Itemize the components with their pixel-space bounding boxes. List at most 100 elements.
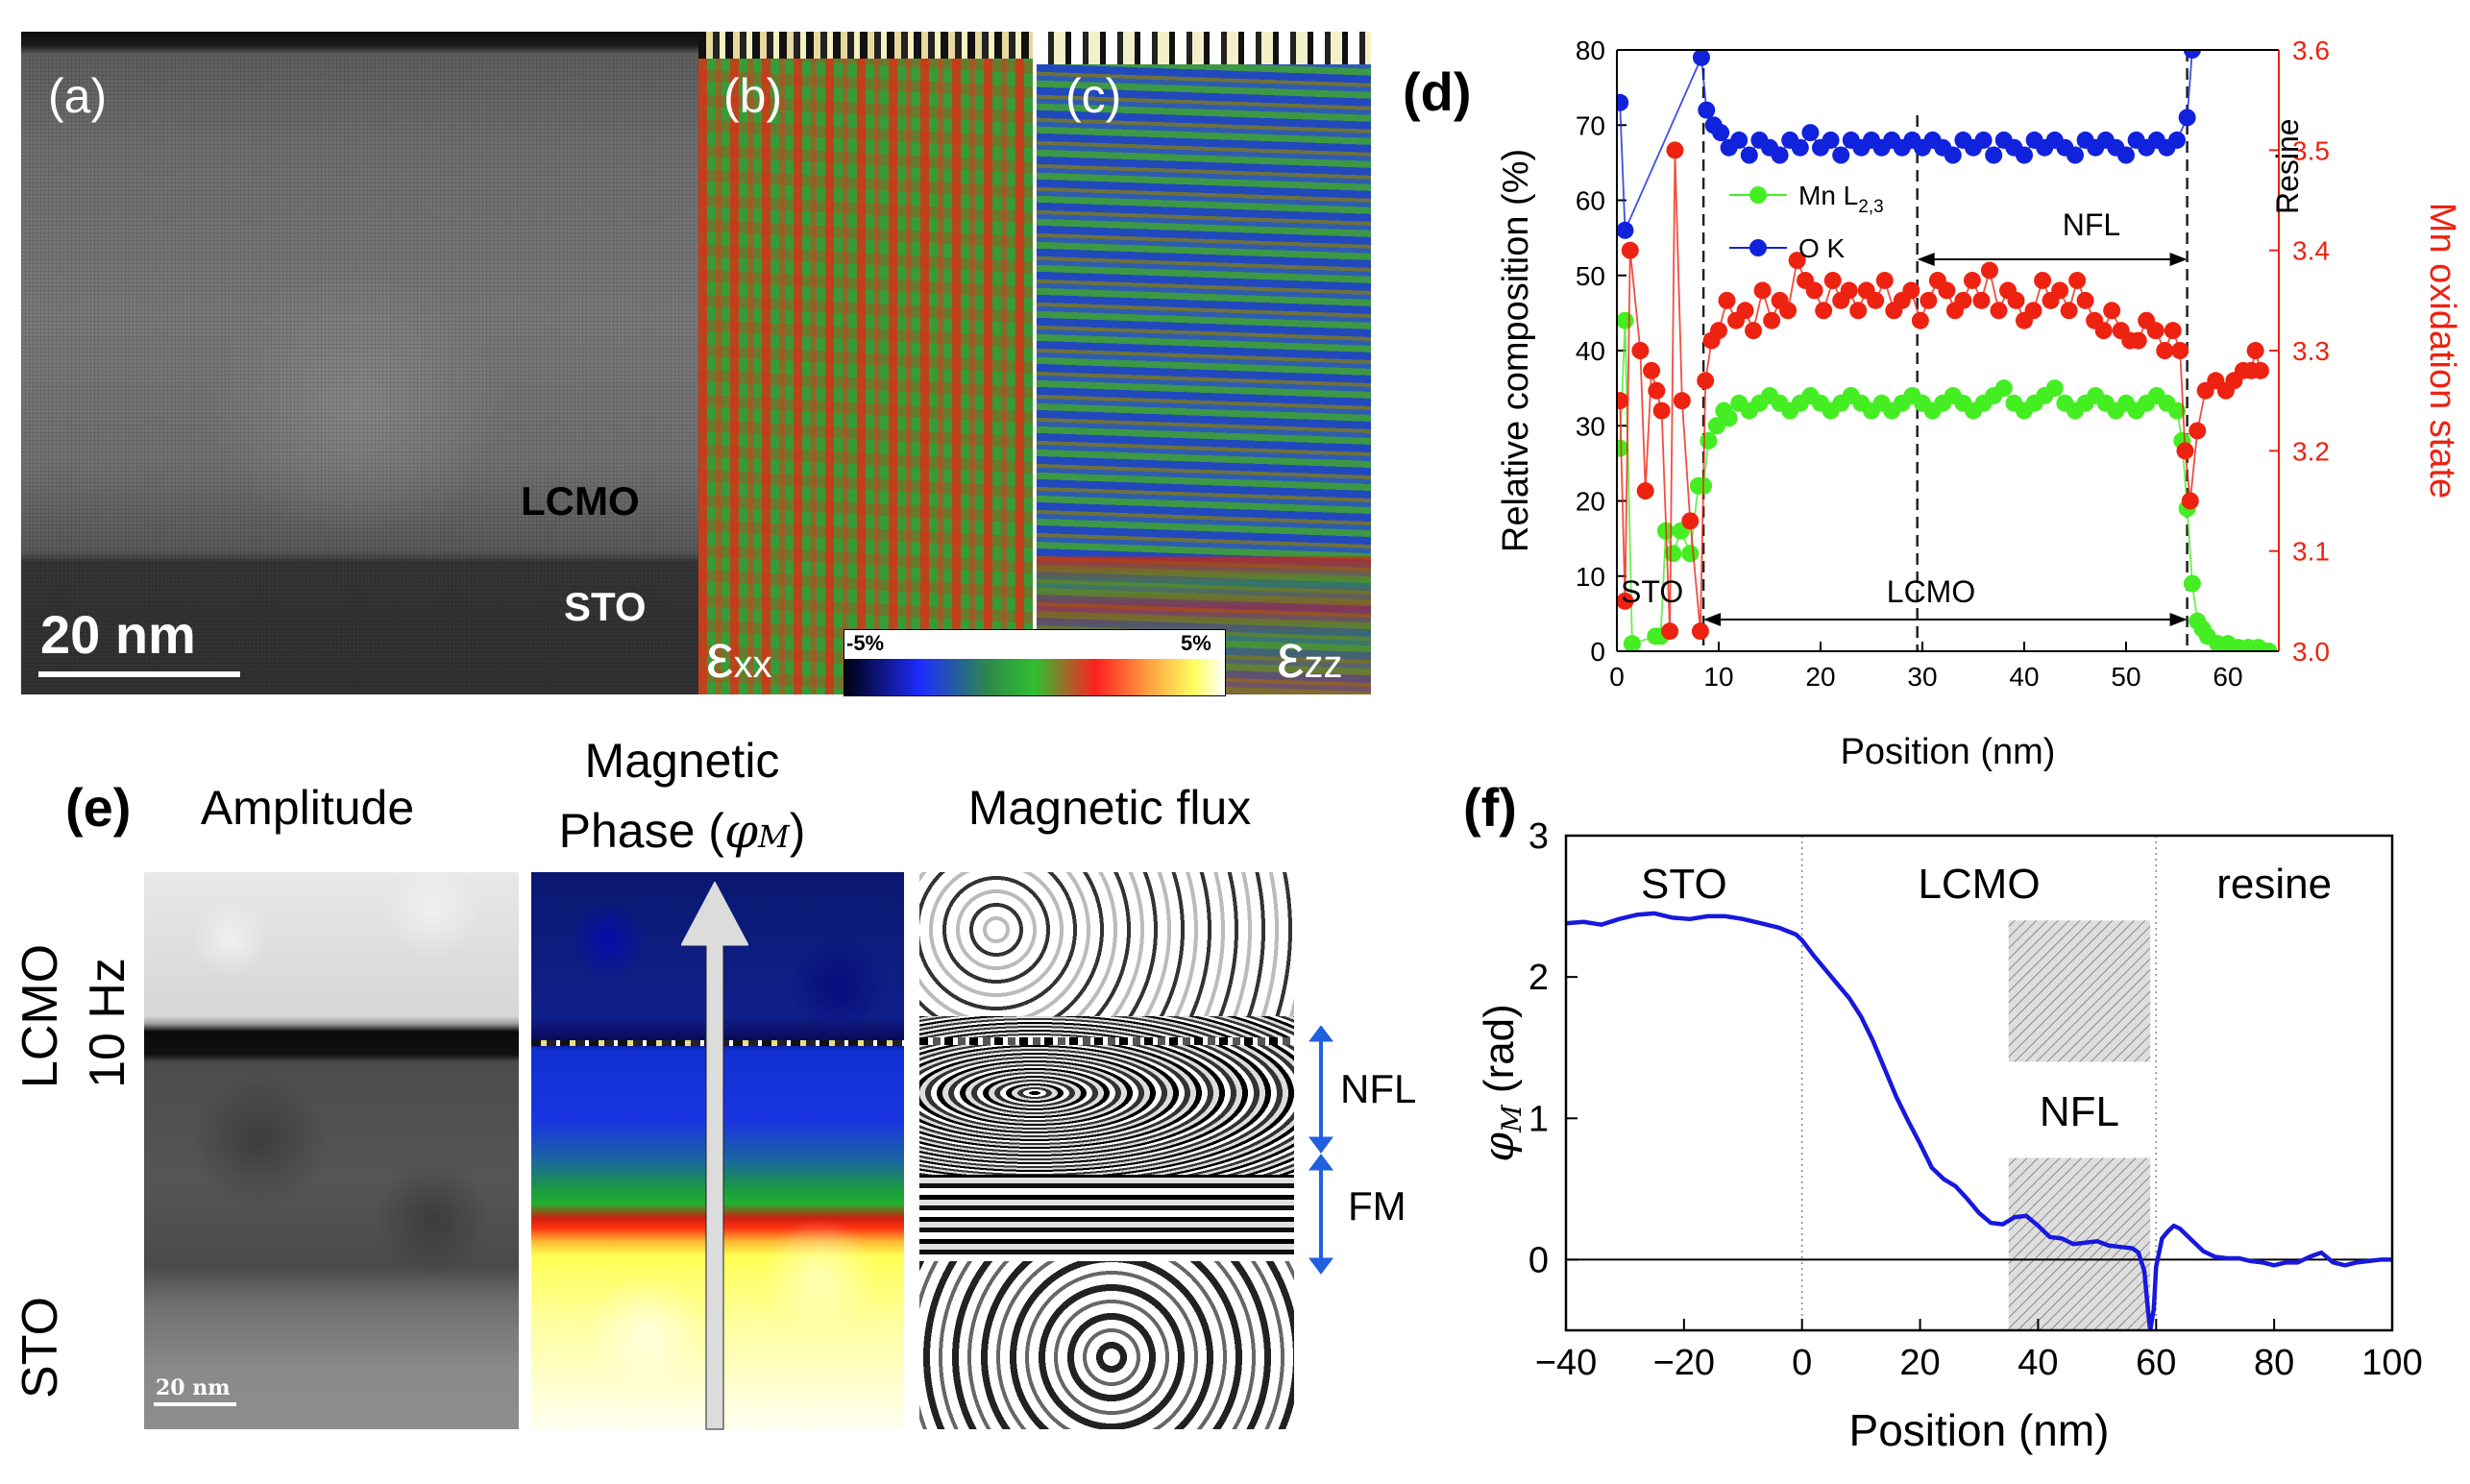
data-point: [2068, 271, 2087, 289]
strain-map-xx-noise: [698, 32, 1033, 59]
data-point: [2176, 442, 2194, 460]
haadf-image: [21, 32, 698, 694]
data-point: [2168, 401, 2186, 420]
colorbar-gradient: [844, 659, 1225, 695]
nfl-fm-arrows: [1308, 1026, 1333, 1275]
data-point: [2189, 422, 2207, 440]
data-point: [1791, 138, 1809, 157]
strain-map-zz-noise: [1037, 32, 1371, 64]
phase-title-close: ): [789, 804, 806, 858]
data-point: [1617, 221, 1634, 239]
data-point: [1698, 101, 1716, 119]
phase-title-text: Phase (: [558, 804, 724, 858]
x-tick-label: 0: [1792, 1343, 1812, 1383]
data-point: [1617, 439, 1629, 457]
y-tick-label: 20: [1576, 487, 1605, 517]
data-point: [1920, 291, 1938, 309]
colorbar-max-label: 5%: [1181, 631, 1211, 655]
magnetic-flux-image: [919, 872, 1294, 1429]
epsilon-xx-label: εxx: [706, 625, 772, 687]
data-point: [2103, 302, 2121, 320]
data-point: [1745, 322, 1763, 340]
x-tick-label: 10: [1703, 662, 1733, 692]
data-point: [2051, 281, 2069, 300]
region-label-lcmo: LCMO: [1918, 861, 2040, 908]
plot-frame: [1564, 834, 2394, 1332]
strain-map-xx: [698, 32, 1033, 694]
nfl-range-arrow: [1308, 1026, 1333, 1154]
legend-marker: [1749, 186, 1767, 204]
data-point: [1617, 311, 1634, 329]
data-point: [1648, 381, 1666, 400]
data-point: [1730, 131, 1749, 149]
data-point: [2156, 342, 2174, 359]
y2-tick-label: 3.4: [2292, 236, 2330, 266]
data-point: [2016, 146, 2033, 164]
lcmo-range-arrow-head-left: [1703, 613, 1722, 626]
data-point: [2171, 342, 2189, 359]
y-axis-title: φM (rad): [1475, 1004, 1528, 1162]
y-tick-label: 60: [1576, 186, 1605, 216]
data-point: [1954, 291, 1972, 309]
y-tick-label: 10: [1576, 562, 1605, 592]
y-tick-label: 2: [1528, 958, 1549, 998]
data-point: [1875, 271, 1894, 289]
legend-subscript: 2,3: [1858, 197, 1883, 217]
y-tick-label: 3: [1528, 816, 1549, 857]
fm-label: FM: [1348, 1183, 1406, 1229]
haadf-grain-overlay: [21, 55, 698, 694]
nfl-label: NFL: [1340, 1066, 1417, 1111]
data-point: [2146, 322, 2164, 340]
x-tick-label: −40: [1535, 1343, 1597, 1383]
panel-f-letter: (f): [1463, 777, 1517, 838]
data-point: [2076, 291, 2094, 309]
data-point: [1779, 302, 1797, 320]
x-tick-label: 30: [1907, 662, 1937, 692]
y-tick-label: 1: [1528, 1099, 1549, 1139]
region-label-resine: resine: [2216, 861, 2332, 908]
legend-label: O K: [1798, 233, 1846, 263]
lcmo-range-arrow-head-right: [2169, 613, 2188, 626]
flux-interface: [919, 1037, 1294, 1045]
x-tick-label: 100: [2361, 1343, 2422, 1383]
data-point: [2178, 109, 2196, 127]
data-point: [1673, 392, 1691, 410]
y-tick-label: 50: [1576, 261, 1605, 291]
x-axis-title: Position (nm): [1849, 1405, 2110, 1455]
fm-range-arrow: [1308, 1154, 1333, 1275]
data-point: [1823, 271, 1842, 289]
y-tick-label: 40: [1576, 336, 1605, 366]
amplitude-title: Amplitude: [200, 781, 415, 835]
annotation-lcmo: LCMO: [1887, 574, 1975, 609]
data-point: [1990, 302, 2008, 320]
data-point: [1832, 146, 1850, 164]
y-axis-title: Relative composition (%): [1496, 149, 1536, 552]
data-point: [1849, 302, 1868, 320]
data-point: [1788, 252, 1806, 270]
side-label-lcmo: LCMO: [12, 943, 68, 1089]
colorbar-min-label: -5%: [846, 631, 885, 655]
data-point: [1691, 622, 1709, 641]
data-point: [1712, 124, 1730, 142]
y-axis-subscript: M: [1496, 1104, 1528, 1133]
data-point: [1840, 281, 1858, 300]
region-label-sto: STO: [1641, 861, 1727, 908]
phase-title-line2: Phase (φM): [519, 803, 845, 859]
y-tick-label: 80: [1576, 36, 1605, 65]
nfl-range-arrow-head-left: [1917, 253, 1935, 266]
data-point: [1972, 291, 1991, 309]
strain-map-zz: [1037, 32, 1371, 694]
plot-area: [1566, 911, 2392, 1330]
phase-title-line1: Magnetic: [584, 734, 780, 788]
y-tick-label: 0: [1528, 1240, 1549, 1280]
data-point: [2045, 379, 2064, 398]
y2-axis-title: Mn oxidation state: [2422, 203, 2462, 499]
composition-oxidation-chart: 0 10 20 30 40 50 60 70 80 3.0 3.1 3.2 3.3 3.4 3.5 3.6 0 1…: [1496, 36, 2462, 772]
panel-d-letter: (d): [1403, 61, 1472, 122]
data-point: [2007, 291, 2025, 309]
panel-c: (c) εzz: [1037, 32, 1371, 694]
x-tick-label: 0: [1609, 662, 1625, 692]
y2-tick-label: 3.2: [2292, 436, 2330, 466]
x-tick-label: 60: [2213, 662, 2242, 692]
data-point: [1681, 545, 1700, 563]
